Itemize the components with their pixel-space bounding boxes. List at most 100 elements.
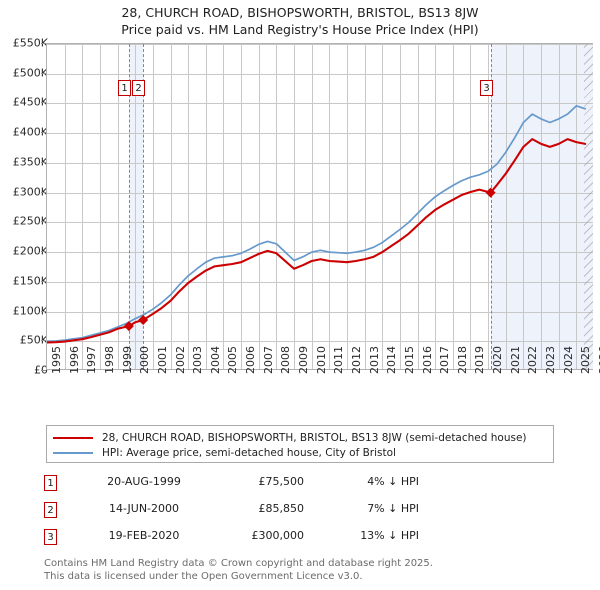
title-address: 28, CHURCH ROAD, BISHOPSWORTH, BRISTOL, … — [121, 5, 479, 20]
y-axis-tick-label: £550K — [12, 36, 48, 50]
page-title: 28, CHURCH ROAD, BISHOPSWORTH, BRISTOL, … — [0, 4, 600, 38]
x-axis-tick-label: 2006 — [244, 346, 258, 374]
gridline-vertical — [206, 44, 207, 369]
gridline-vertical — [82, 44, 83, 369]
gridline-vertical — [294, 44, 295, 369]
transaction-date: 19-FEB-2020 — [108, 529, 180, 542]
transaction-price: £75,500 — [258, 475, 305, 488]
hpi-line — [47, 104, 587, 343]
x-axis-tick-label: 2021 — [508, 346, 522, 374]
x-axis-tick-label: 2000 — [138, 346, 152, 374]
gridline-vertical — [470, 44, 471, 369]
table-row: 3 19-FEB-2020 £300,000 13% ↓ HPI — [44, 526, 464, 553]
table-row: 2 14-JUN-2000 £85,850 7% ↓ HPI — [44, 499, 464, 526]
x-axis-tick-label: 2019 — [473, 346, 487, 374]
x-axis-tick-label: 2013 — [367, 346, 381, 374]
transaction-point-marker[interactable] — [123, 321, 134, 332]
footer-line-1: Contains HM Land Registry data © Crown c… — [44, 558, 433, 569]
gridline-horizontal — [47, 222, 593, 223]
transaction-price: £300,000 — [251, 529, 305, 542]
x-axis-tick-label: 2001 — [155, 346, 169, 374]
x-axis-tick-label: 2024 — [561, 346, 575, 374]
y-axis-tick-label: £400K — [12, 125, 48, 139]
transaction-marker-line — [490, 44, 492, 369]
y-axis-tick-label: £350K — [12, 155, 48, 169]
y-axis-tick — [41, 281, 46, 282]
gridline-vertical — [541, 44, 542, 369]
chart-transaction-badge[interactable]: 1 — [118, 80, 131, 96]
chart-transaction-badge[interactable]: 2 — [132, 80, 145, 96]
gridline-vertical — [418, 44, 419, 369]
gridline-vertical — [329, 44, 330, 369]
gridline-vertical — [171, 44, 172, 369]
gridline-vertical — [365, 44, 366, 369]
x-axis-tick-label: 2018 — [455, 346, 469, 374]
x-axis-tick-label: 2005 — [226, 346, 240, 374]
x-axis-tick-label: 2010 — [314, 346, 328, 374]
y-axis-tick — [41, 340, 46, 341]
gridline-vertical — [259, 44, 260, 369]
transaction-price: £85,850 — [258, 502, 305, 515]
gridline-vertical — [347, 44, 348, 369]
x-axis-tick-label: 2017 — [438, 346, 452, 374]
y-axis-tick — [41, 311, 46, 312]
x-axis-tick-label: 1996 — [67, 346, 81, 374]
legend-label-hpi: HPI: Average price, semi-detached house,… — [102, 447, 396, 459]
x-axis-tick-label: 1999 — [120, 346, 134, 374]
gridline-vertical — [223, 44, 224, 369]
transactions-table: 1 20-AUG-1999 £75,500 4% ↓ HPI 2 14-JUN-… — [44, 472, 464, 553]
chart-legend: 28, CHURCH ROAD, BISHOPSWORTH, BRISTOL, … — [46, 425, 554, 463]
gridline-vertical — [241, 44, 242, 369]
transaction-date: 14-JUN-2000 — [108, 502, 180, 515]
transaction-marker-line — [143, 44, 145, 369]
x-axis-tick-label: 2023 — [544, 346, 558, 374]
legend-item-hpi: HPI: Average price, semi-detached house,… — [53, 446, 547, 460]
y-axis-tick — [41, 162, 46, 163]
y-axis-tick-label: £300K — [12, 185, 48, 199]
table-row: 1 20-AUG-1999 £75,500 4% ↓ HPI — [44, 472, 464, 499]
transaction-span-1-2 — [128, 44, 144, 369]
transaction-point-marker[interactable] — [138, 314, 149, 325]
gridline-vertical — [382, 44, 383, 369]
y-axis-tick — [41, 43, 46, 44]
title-subtitle: Price paid vs. HM Land Registry's House … — [121, 22, 479, 37]
x-axis-tick-label: 2002 — [173, 346, 187, 374]
transaction-marker-line — [128, 44, 130, 369]
y-axis-tick-label: £100K — [12, 304, 48, 318]
gridline-horizontal — [47, 252, 593, 253]
transaction-badge: 2 — [44, 502, 57, 518]
x-axis-tick-label: 2012 — [349, 346, 363, 374]
y-axis-tick — [41, 370, 46, 371]
gridline-horizontal — [47, 312, 593, 313]
transaction-point-marker[interactable] — [485, 187, 496, 198]
transaction-hpi-delta: 4% ↓ HPI — [367, 475, 419, 488]
x-axis-tick-label: 2004 — [208, 346, 222, 374]
legend-label-property: 28, CHURCH ROAD, BISHOPSWORTH, BRISTOL, … — [102, 432, 527, 444]
gridline-vertical — [312, 44, 313, 369]
transaction-badge: 1 — [44, 475, 57, 491]
gridline-vertical — [135, 44, 136, 369]
x-axis-tick-label: 2007 — [261, 346, 275, 374]
legend-swatch-hpi — [53, 452, 93, 454]
chart-transaction-badge[interactable]: 3 — [480, 80, 493, 96]
x-axis-tick-label: 2022 — [526, 346, 540, 374]
gridline-vertical — [118, 44, 119, 369]
x-axis-tick-label: 2016 — [420, 346, 434, 374]
x-axis-tick-label: 1998 — [102, 346, 116, 374]
x-axis-tick-label: 1997 — [85, 346, 99, 374]
gridline-horizontal — [47, 341, 593, 342]
transaction-hpi-delta: 13% ↓ HPI — [360, 529, 419, 542]
transaction-date: 20-AUG-1999 — [107, 475, 181, 488]
footer-attribution: Contains HM Land Registry data © Crown c… — [44, 558, 564, 583]
x-axis-tick-label: 1995 — [50, 346, 63, 374]
gridline-vertical — [559, 44, 560, 369]
gridline-horizontal — [47, 282, 593, 283]
gridline-vertical — [400, 44, 401, 369]
gridline-vertical — [153, 44, 154, 369]
x-axis-tick-label: 2015 — [402, 346, 416, 374]
gridline-vertical — [488, 44, 489, 369]
legend-item-property: 28, CHURCH ROAD, BISHOPSWORTH, BRISTOL, … — [53, 431, 547, 445]
legend-swatch-property — [53, 437, 93, 439]
gridline-horizontal — [47, 44, 593, 45]
